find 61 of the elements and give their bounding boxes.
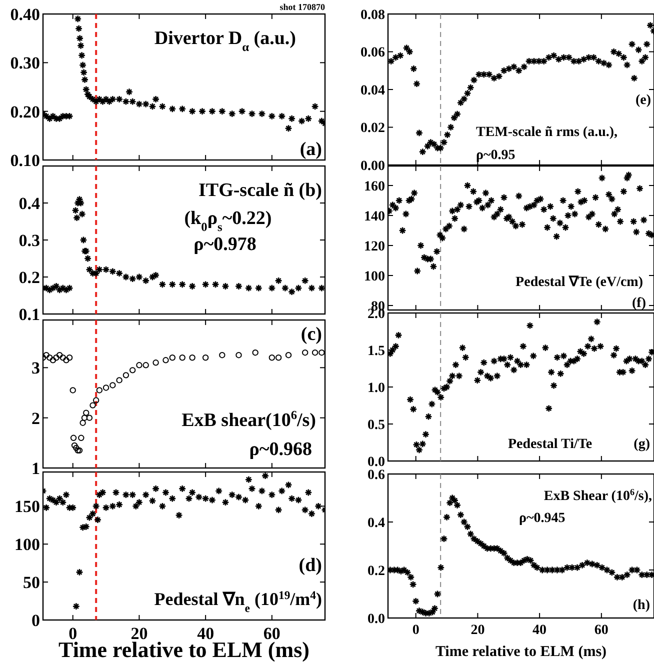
y-tick-label: 0.5 [368,418,385,433]
annotation: (h) [632,598,650,613]
y-tick-label: 140 [364,209,385,224]
y-tick-label: 0.6 [368,468,385,483]
annotation: (d) [298,555,322,576]
annotation: (k$_{0}$ρ$_{s}$~0.22) [184,208,272,234]
y-tick-label: 0.0 [368,454,385,470]
x-tick-label: 20 [470,623,485,638]
x-tick-label: 20 [130,624,148,643]
y-tick-label: 100 [364,269,385,284]
y-tick-label: 0.10 [10,150,40,170]
y-tick-label: 1.5 [368,344,385,359]
x-tick-label: 60 [263,624,280,643]
y-tick-label: 0.1 [18,304,40,324]
y-tick-label: 150 [14,497,40,516]
annotation: ExB shear(10$^{6}$/s) [182,408,316,431]
annotation: ρ~0.968 [249,439,312,460]
annotation: Pedestal ∇Te (eV/cm) [516,275,644,290]
annotation: ρ~0.978 [194,234,256,255]
y-tick-label: 0.4 [18,194,40,213]
y-tick-label: 160 [364,179,385,194]
annotation: ExB Shear (10$^{6}$/s), [544,487,652,504]
annotation: Pedestal ∇n$_{e}$ (10$^{19}$/m$^{4}$) [154,588,322,614]
annotation: ρ~0.945 [519,511,566,526]
y-tick-label: 50 [23,573,40,592]
y-tick-label: 0.04 [360,83,385,98]
annotation: TEM-scale ñ rms (a.u.), [476,125,618,140]
y-tick-label: 1 [32,458,40,478]
y-tick-label: 3 [32,358,40,378]
y-tick-label: 0.30 [10,54,40,73]
y-tick-label: 0.20 [10,102,40,122]
annotation: (f) [632,296,646,311]
annotation: ρ~0.95 [476,148,516,163]
x-axis-title: Time relative to ELM (ms) [435,644,607,660]
x-tick-label: 60 [594,623,608,638]
y-tick-label: 0.0 [368,612,385,627]
y-tick-label: 0.2 [368,564,385,579]
y-tick-label: 0.2 [18,268,40,287]
y-tick-label: 0.00 [360,158,385,174]
x-tick-label: 0 [412,623,420,638]
annotation: Divertor D$_{α}$ (a.u.) [154,28,296,54]
y-tick-label: 2 [32,408,40,428]
y-tick-label: 120 [364,239,385,254]
y-tick-label: 0.02 [360,121,385,136]
annotation: (a) [300,139,322,160]
y-tick-label: 1.0 [368,380,385,396]
annotation: (g) [634,437,650,452]
y-tick-label: 0.40 [10,4,40,24]
x-tick-label: 40 [532,623,547,638]
y-tick-label: 0.4 [368,516,385,531]
text: shot 170870 [280,2,326,12]
y-tick-label: 0.06 [360,46,385,61]
annotation: ITG-scale ñ (b) [198,180,322,201]
x-tick-label: 0 [68,624,78,643]
y-tick-label: 0.08 [360,8,385,23]
x-tick-label: 40 [197,624,214,643]
annotation: Pedestal Ti/Te [508,437,592,452]
annotation: (c) [300,324,322,345]
y-tick-label: 100 [14,535,40,554]
y-tick-label: 0.3 [18,230,40,250]
annotation: (e) [635,93,652,108]
